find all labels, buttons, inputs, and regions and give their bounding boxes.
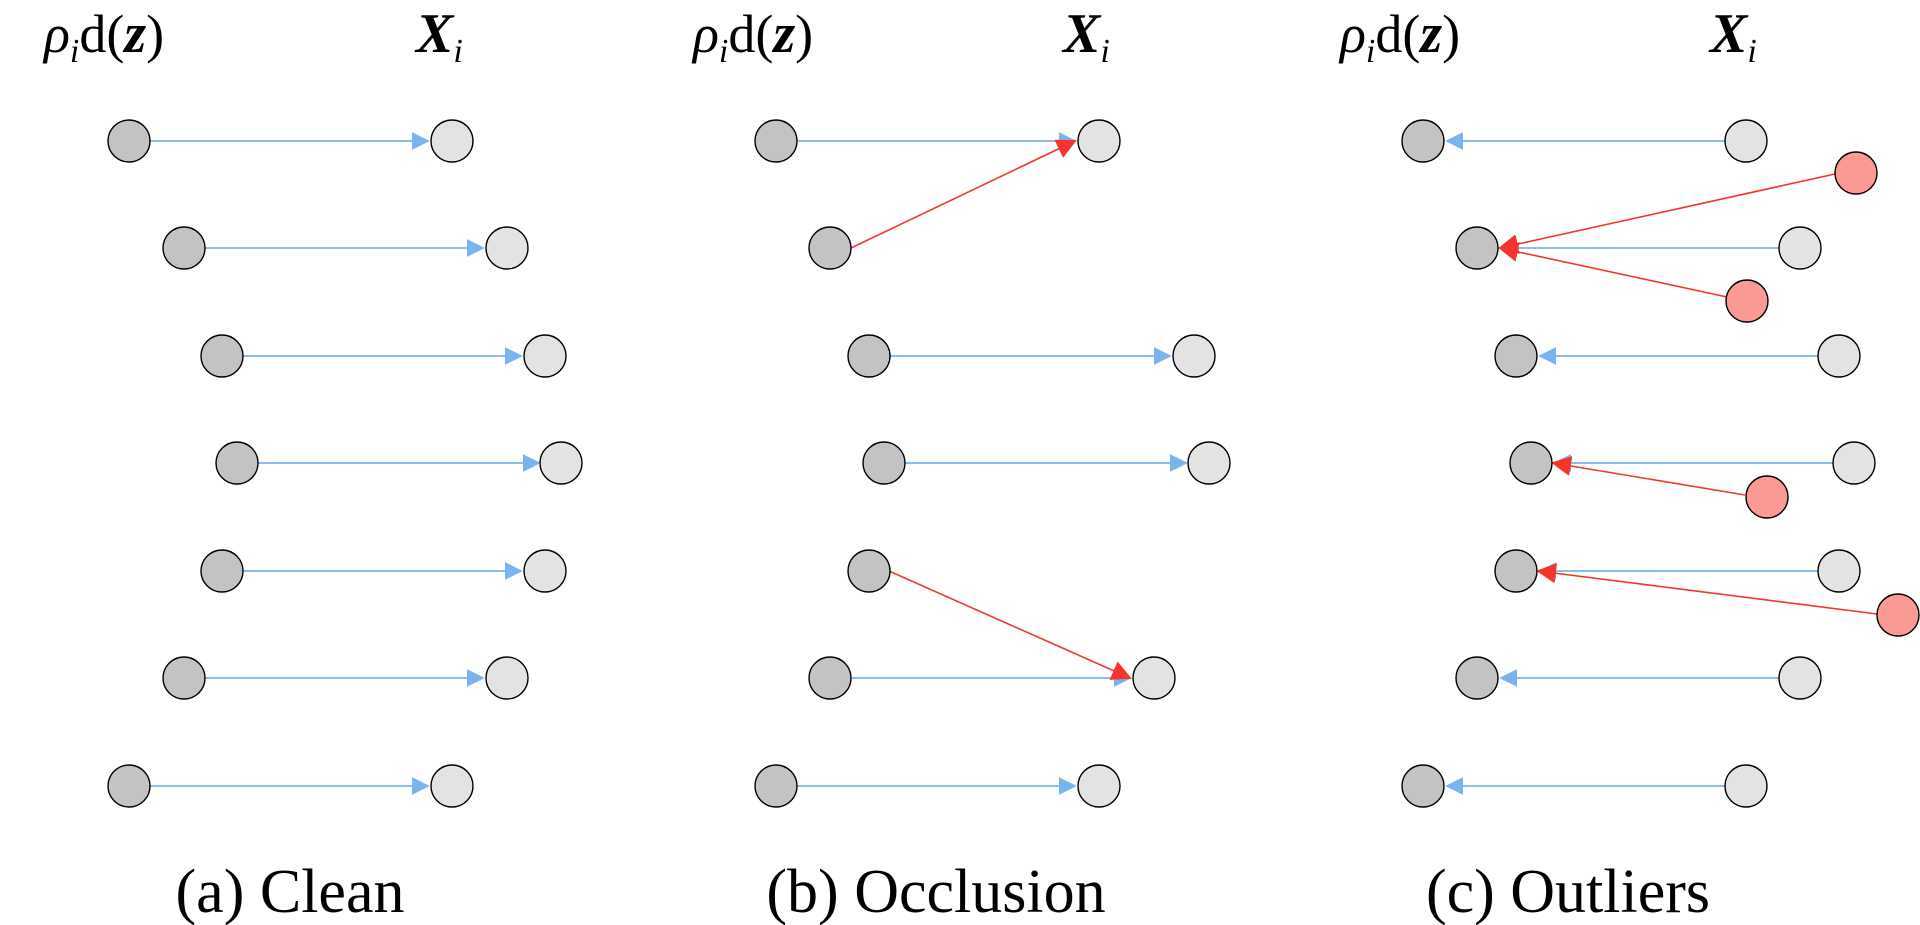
point-nodes-clean [430,119,583,808]
panel-occlusion: ρid(z) Xi [691,3,1231,925]
outlier-node [1725,279,1769,323]
point-node [1172,334,1216,378]
depth-node [862,441,906,485]
point-node [485,656,529,700]
point-node [523,334,567,378]
occlusion-edge [888,570,1132,680]
panel-caption: (c) Outliers [1426,858,1710,925]
depth-node [1401,119,1445,163]
edges-outliers [1445,132,1878,795]
point-nodes-outliers [1724,119,1876,808]
depth-node [1509,441,1553,485]
depth-node [1494,549,1538,593]
outlier-node [1834,151,1878,195]
outlier-edge [1498,173,1836,254]
depth-node [215,441,259,485]
depth-node [107,764,151,808]
point-node [1724,119,1768,163]
point-node [485,226,529,270]
point-node [430,764,474,808]
depth-node [107,119,151,163]
point-node [1832,441,1876,485]
point-node [1187,441,1231,485]
point-node [539,441,583,485]
point-node [1778,226,1822,270]
depth-node [1401,764,1445,808]
outlier-node [1745,475,1789,519]
depth-node [754,764,798,808]
outlier-edge [1498,242,1728,298]
panel-caption: (b) Occlusion [766,858,1105,925]
panel-outliers: ρid(z) Xi [1338,3,1920,925]
depth-node [162,226,206,270]
panel-caption: (a) Clean [176,858,405,925]
outlier-edge [1551,456,1746,496]
occlusion-edge [850,139,1077,249]
point-node [1077,764,1121,808]
depth-node [200,549,244,593]
header-depth-label: ρid(z) [1338,3,1460,70]
depth-node [1494,334,1538,378]
header-point-label: Xi [1708,3,1757,70]
depth-nodes-occlusion [754,119,906,808]
outlier-edge [1536,563,1878,615]
depth-node [1455,656,1499,700]
point-node [1724,764,1768,808]
point-node [1077,119,1121,163]
depth-node [808,226,852,270]
depth-node [847,549,891,593]
depth-nodes-outliers [1401,119,1553,808]
depth-node [808,656,852,700]
depth-node [200,334,244,378]
header-depth-label: ρid(z) [42,3,164,70]
outlier-node [1876,593,1920,637]
depth-node [1455,226,1499,270]
header-point-label: Xi [1061,3,1110,70]
point-node [1778,656,1822,700]
point-node [1132,656,1176,700]
panel-clean: ρid(z) Xi [42,3,583,925]
depth-node [162,656,206,700]
point-node [1817,334,1861,378]
point-node [523,549,567,593]
edges-clean [125,132,541,795]
header-point-label: Xi [414,3,463,70]
outlier-nodes [1725,151,1920,637]
point-node [430,119,474,163]
depth-nodes-clean [107,119,259,808]
depth-node [754,119,798,163]
point-node [1817,549,1861,593]
point-nodes-occlusion [1077,119,1231,808]
edges-occlusion [797,132,1188,795]
depth-node [847,334,891,378]
header-depth-label: ρid(z) [691,3,813,70]
